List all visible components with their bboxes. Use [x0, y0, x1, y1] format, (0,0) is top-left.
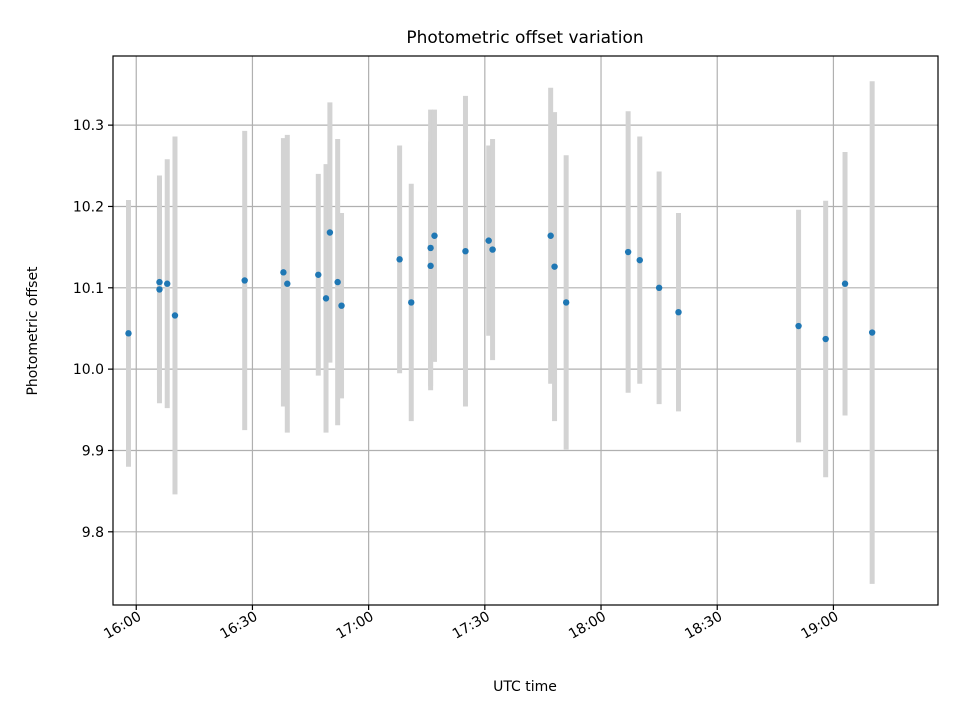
data-point — [624, 248, 632, 256]
grid-layer — [113, 56, 938, 605]
data-point — [326, 229, 334, 236]
point-layer — [125, 229, 876, 343]
data-point — [280, 269, 287, 276]
data-point — [315, 271, 322, 278]
tick-layer: 16:00 16:30 17:00 17:30 18:00 18:30 19:00 9.8 9.… — [73, 118, 842, 643]
data-point — [675, 309, 682, 316]
data-point — [547, 232, 554, 239]
data-point — [396, 256, 403, 263]
x-tick-label: 18:00 — [566, 609, 609, 643]
y-tick-label: 10.3 — [73, 118, 104, 134]
data-point — [462, 248, 469, 255]
data-point — [655, 284, 663, 291]
data-point — [822, 335, 829, 343]
data-point — [156, 278, 163, 286]
data-point — [868, 329, 876, 336]
data-point — [156, 286, 163, 293]
data-point — [841, 280, 849, 287]
y-tick-label: 9.9 — [82, 443, 104, 459]
y-tick-label: 10.2 — [73, 199, 104, 215]
x-tick-label: 17:00 — [334, 609, 377, 643]
data-point — [338, 302, 345, 309]
data-point — [795, 322, 802, 330]
data-point — [427, 244, 434, 252]
y-tick-label: 10.1 — [73, 281, 104, 297]
data-point — [636, 256, 643, 264]
plot-frame — [112, 55, 939, 606]
data-point — [241, 277, 248, 284]
data-point — [171, 312, 179, 319]
data-point — [489, 246, 496, 253]
y-tick-label: 9.8 — [82, 525, 104, 541]
y-axis-label: Photometric offset — [25, 266, 41, 396]
data-point — [551, 263, 558, 270]
data-point — [562, 299, 570, 306]
data-point — [431, 232, 438, 239]
x-tick-label: 18:30 — [682, 609, 725, 643]
x-tick-label: 16:30 — [217, 609, 260, 643]
data-point — [408, 299, 415, 306]
data-point — [334, 278, 341, 286]
data-point — [284, 280, 291, 287]
x-tick-label: 16:00 — [101, 609, 144, 643]
x-tick-label: 19:00 — [798, 609, 841, 643]
x-tick-label: 17:30 — [450, 609, 493, 643]
chart-title: Photometric offset variation — [406, 28, 643, 48]
errorbar-layer — [125, 81, 875, 584]
data-point — [485, 237, 492, 244]
data-point — [164, 280, 171, 287]
data-point — [427, 262, 434, 270]
data-point — [322, 295, 330, 302]
data-point — [125, 330, 132, 337]
x-axis-label: UTC time — [493, 679, 557, 695]
y-tick-label: 10.0 — [73, 362, 104, 378]
